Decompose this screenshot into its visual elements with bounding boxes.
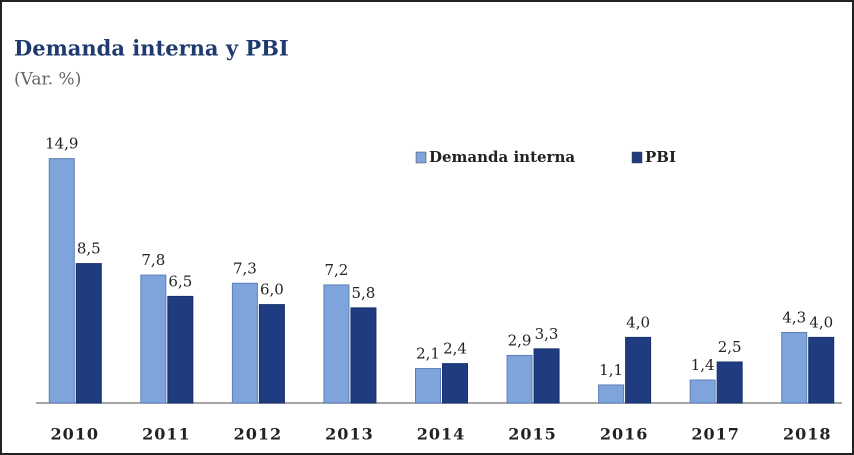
legend-swatch	[415, 151, 427, 164]
data-label: 7,3	[233, 259, 257, 277]
data-label: 2,1	[416, 345, 440, 363]
data-label: 1,4	[691, 356, 715, 374]
bar	[258, 304, 285, 404]
data-label: 1,1	[599, 361, 623, 379]
x-tick-label: 2018	[783, 425, 832, 444]
bar	[48, 158, 75, 404]
data-label: 4,3	[782, 308, 806, 326]
x-tick-label: 2010	[51, 425, 100, 444]
bar	[442, 363, 468, 404]
data-label: 5,8	[352, 284, 376, 302]
x-tick-label: 2017	[691, 425, 740, 444]
x-tick-label: 2014	[417, 425, 466, 444]
bar	[231, 282, 258, 404]
x-tick-label: 2013	[325, 425, 374, 444]
x-tick-label: 2015	[508, 425, 557, 444]
bar	[625, 336, 652, 404]
bar	[716, 361, 743, 404]
legend-label: Demanda interna	[429, 148, 575, 166]
data-label: 4,0	[809, 313, 833, 331]
bar	[808, 336, 835, 404]
bar	[533, 348, 560, 404]
data-label: 8,5	[77, 240, 101, 258]
bar	[689, 379, 716, 404]
data-label: 7,8	[141, 251, 165, 269]
x-tick-label: 2016	[600, 425, 649, 444]
bar	[781, 331, 808, 404]
data-label: 3,3	[535, 325, 559, 343]
data-label: 4,0	[626, 313, 650, 331]
legend-swatch	[631, 151, 643, 164]
x-tick-label: 2012	[234, 425, 283, 444]
data-label: 2,4	[443, 340, 467, 358]
data-label: 7,2	[325, 261, 349, 279]
bar	[167, 295, 194, 404]
data-label: 14,9	[45, 135, 78, 153]
data-label: 2,5	[718, 338, 742, 356]
bar	[598, 384, 625, 404]
chart-title: Demanda interna y PBI	[14, 36, 289, 61]
data-label: 2,9	[508, 331, 532, 349]
bar	[140, 274, 167, 404]
chart-subtitle: (Var. %)	[14, 70, 81, 90]
bar	[75, 263, 102, 404]
data-label: 6,0	[260, 281, 284, 299]
bar	[415, 368, 441, 404]
data-label: 6,5	[168, 272, 192, 290]
bar	[323, 284, 350, 404]
x-tick-label: 2011	[142, 425, 191, 444]
bar	[350, 307, 377, 404]
bar	[506, 354, 533, 404]
legend-label: PBI	[645, 148, 676, 166]
